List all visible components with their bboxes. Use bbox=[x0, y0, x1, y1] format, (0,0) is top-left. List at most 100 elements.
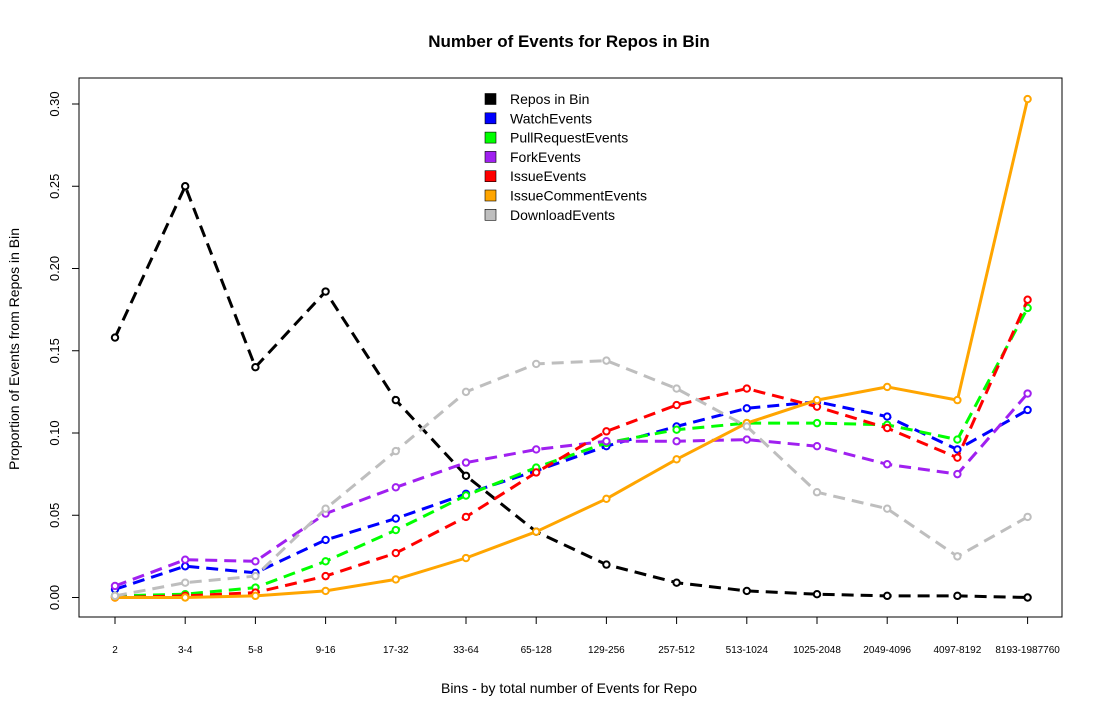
data-point bbox=[742, 586, 751, 596]
legend-swatch bbox=[484, 189, 497, 202]
data-point bbox=[1023, 295, 1032, 304]
data-point bbox=[321, 571, 330, 581]
chart-title: Number of Events for Repos in Bin bbox=[428, 32, 709, 51]
legend-label: ForkEvents bbox=[510, 149, 581, 165]
data-point bbox=[812, 441, 822, 451]
data-point bbox=[461, 471, 471, 480]
x-tick-label: 2049-4096 bbox=[863, 645, 911, 656]
data-point bbox=[1023, 512, 1032, 522]
data-point bbox=[532, 445, 541, 454]
legend-item: WatchEvents bbox=[484, 110, 592, 126]
data-point bbox=[110, 581, 120, 591]
legend-swatch bbox=[484, 209, 497, 221]
series-group bbox=[110, 94, 1032, 602]
data-point bbox=[1023, 593, 1032, 602]
data-point bbox=[602, 437, 611, 446]
data-point bbox=[953, 469, 962, 479]
data-point bbox=[883, 412, 892, 421]
data-point bbox=[251, 571, 260, 581]
data-point bbox=[532, 468, 541, 477]
x-tick-label: 1025-2048 bbox=[793, 645, 841, 656]
data-point bbox=[742, 422, 751, 431]
legend-item: PullRequestEvents bbox=[484, 130, 628, 146]
data-point bbox=[321, 557, 330, 566]
legend-item: IssueCommentEvents bbox=[484, 188, 647, 204]
data-point bbox=[391, 483, 400, 492]
data-point bbox=[321, 504, 330, 513]
y-tick-label: 0.15 bbox=[47, 338, 62, 363]
series-line bbox=[114, 400, 1029, 591]
legend-item: Repos in Bin bbox=[484, 91, 589, 107]
legend-label: IssueEvents bbox=[510, 168, 586, 184]
data-point bbox=[461, 512, 471, 522]
data-point bbox=[672, 400, 681, 410]
series-line bbox=[114, 307, 1029, 598]
data-point bbox=[461, 458, 471, 467]
legend-item: IssueEvents bbox=[484, 168, 586, 184]
data-point bbox=[883, 423, 892, 433]
series-line bbox=[114, 392, 1029, 588]
data-point bbox=[181, 562, 190, 571]
x-tick-label: 33-64 bbox=[453, 645, 479, 656]
legend-label: Repos in Bin bbox=[510, 91, 589, 107]
data-point bbox=[812, 488, 822, 497]
x-tick-label: 17-32 bbox=[383, 645, 409, 656]
legend-swatch bbox=[484, 170, 497, 182]
data-point bbox=[672, 437, 681, 446]
data-point bbox=[672, 455, 681, 464]
data-point bbox=[391, 514, 400, 523]
data-point bbox=[461, 553, 471, 563]
data-point bbox=[953, 552, 962, 561]
x-tick-label: 257-512 bbox=[658, 645, 695, 656]
data-point bbox=[812, 590, 822, 599]
data-point bbox=[391, 548, 400, 558]
series-line bbox=[114, 359, 1029, 598]
legend-label: PullRequestEvents bbox=[510, 130, 628, 146]
series-watchevents bbox=[110, 397, 1032, 594]
legend-swatch bbox=[484, 151, 497, 163]
data-point bbox=[181, 182, 190, 191]
data-point bbox=[251, 557, 260, 566]
data-point bbox=[742, 404, 751, 413]
series-line bbox=[113, 184, 1028, 599]
data-point bbox=[532, 359, 541, 369]
legend-label: IssueCommentEvents bbox=[510, 188, 647, 204]
data-point bbox=[602, 427, 611, 436]
data-point bbox=[812, 402, 822, 411]
x-tick-label: 5-8 bbox=[248, 645, 263, 656]
legend-label: WatchEvents bbox=[510, 110, 592, 126]
data-point bbox=[742, 435, 751, 444]
data-point bbox=[321, 287, 330, 296]
data-point bbox=[532, 527, 541, 536]
data-point bbox=[391, 575, 400, 584]
legend-swatch bbox=[484, 131, 497, 144]
data-point bbox=[461, 491, 471, 500]
series-issueevents bbox=[110, 295, 1032, 602]
x-tick-label: 129-256 bbox=[588, 645, 625, 656]
data-point bbox=[883, 504, 892, 513]
data-point bbox=[672, 425, 681, 434]
y-tick-label: 0.30 bbox=[47, 91, 62, 116]
y-tick-label: 0.25 bbox=[47, 174, 62, 199]
legend: Repos in Bin WatchEvents PullRequestEvents… bbox=[484, 91, 647, 223]
legend-label: DownloadEvents bbox=[510, 207, 615, 223]
series-line bbox=[114, 299, 1029, 599]
y-tick-label: 0.20 bbox=[47, 256, 62, 281]
y-tick-label: 0.10 bbox=[47, 420, 62, 445]
series-forkevents bbox=[110, 389, 1032, 591]
x-tick-label: 9-16 bbox=[316, 645, 336, 656]
data-point bbox=[883, 460, 892, 469]
series-pullrequestevents bbox=[110, 303, 1032, 601]
data-point bbox=[251, 591, 260, 601]
data-point bbox=[953, 591, 962, 601]
data-point bbox=[321, 586, 330, 596]
data-point bbox=[812, 418, 822, 428]
series-repos-in-bin bbox=[110, 182, 1032, 602]
data-point bbox=[251, 363, 260, 372]
data-point bbox=[181, 593, 190, 602]
data-point bbox=[953, 395, 962, 405]
x-tick-label: 8193-1987760 bbox=[995, 645, 1060, 656]
x-tick-label: 3-4 bbox=[178, 645, 193, 656]
x-tick-label: 2 bbox=[112, 645, 118, 656]
